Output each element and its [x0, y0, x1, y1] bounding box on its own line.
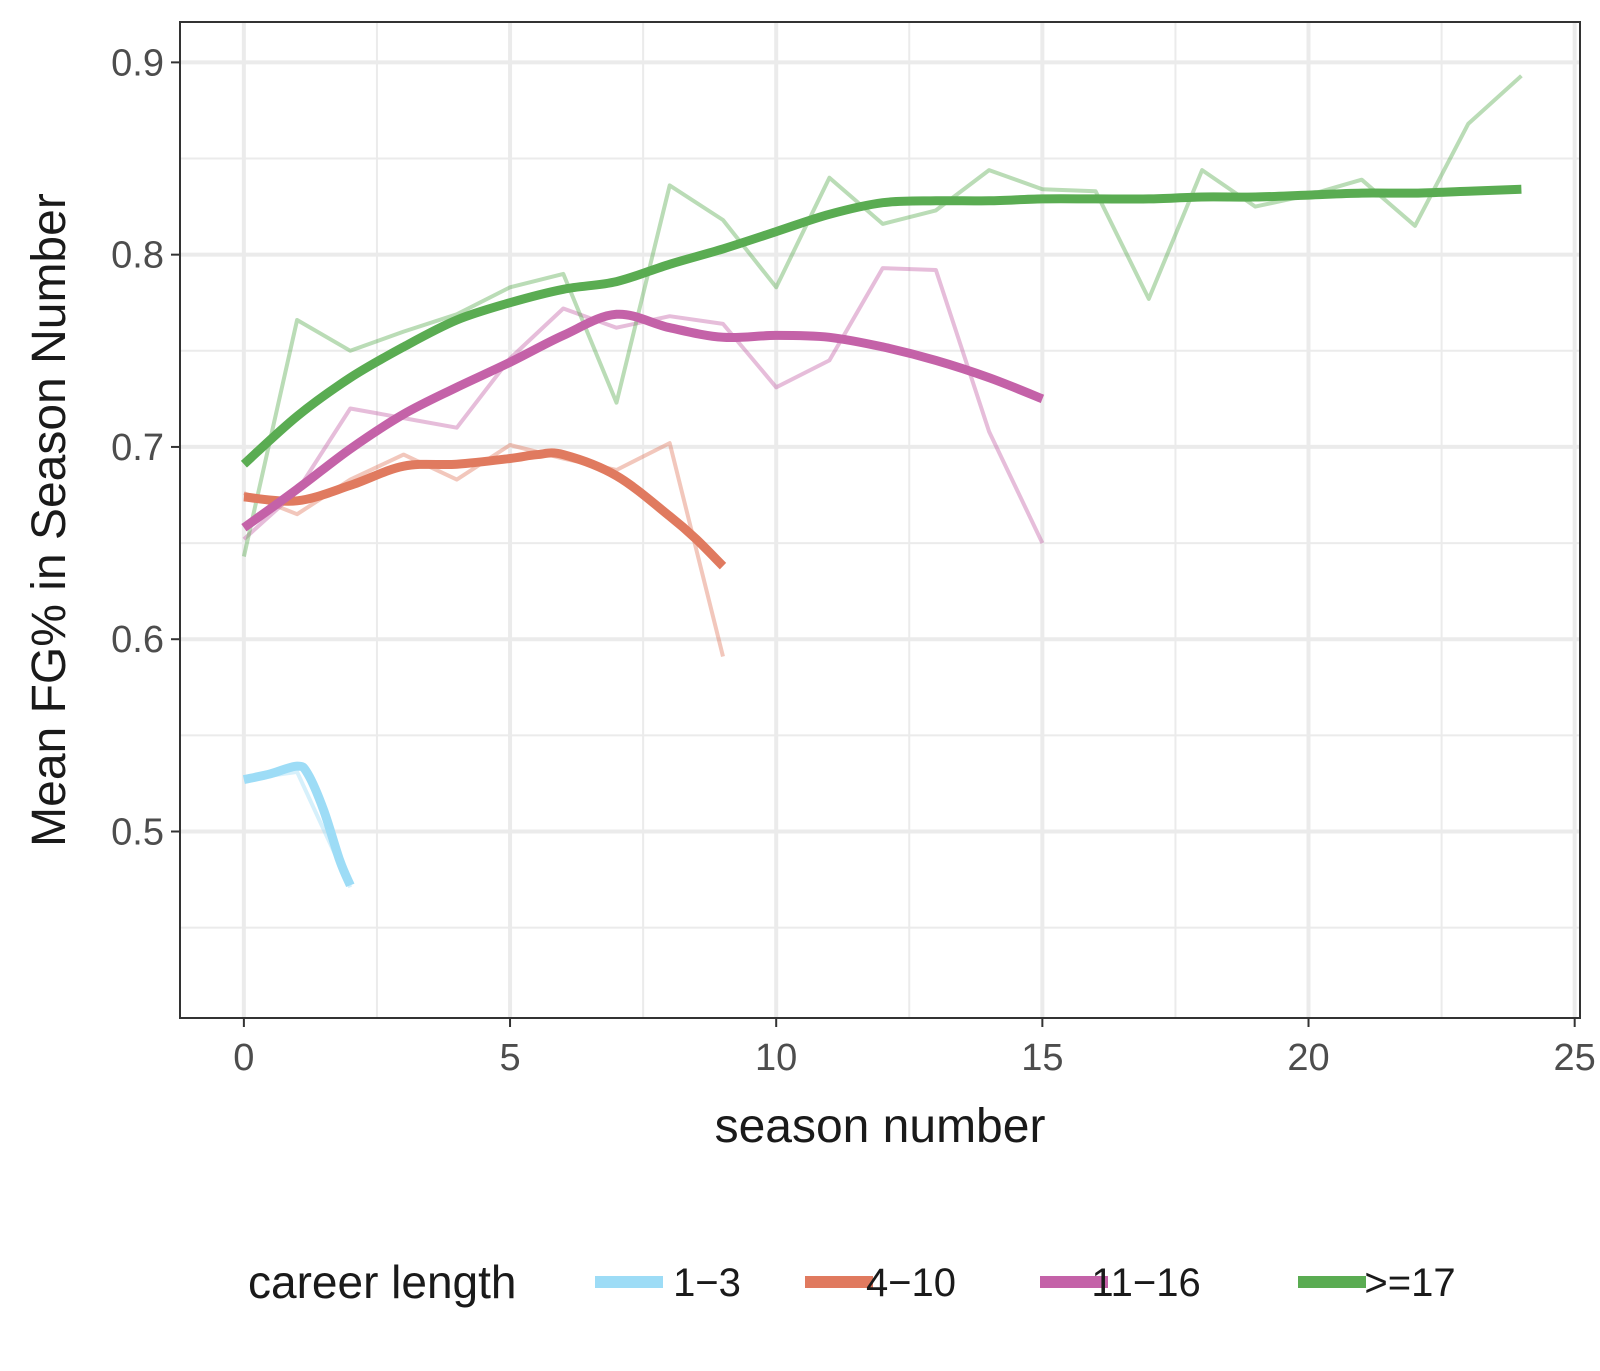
y-tick-label: 0.9: [111, 42, 164, 84]
legend-label-series-2: 4−10: [866, 1261, 956, 1305]
series-1-smooth-line: [242, 761, 355, 888]
x-tick-label: 20: [1287, 1037, 1329, 1079]
grid: [180, 22, 1580, 1018]
plot-border: [179, 21, 1581, 1019]
y-tick-label: 0.5: [111, 811, 164, 853]
x-axis-title: season number: [715, 1100, 1046, 1153]
y-tick-label: 0.6: [111, 619, 164, 661]
x-tick-label: 15: [1021, 1037, 1063, 1079]
legend-label-series-4: >=17: [1364, 1261, 1455, 1305]
y-tick-label: 0.8: [111, 235, 164, 277]
x-tick-label: 10: [755, 1037, 797, 1079]
series-4-smooth-line: [240, 184, 1522, 468]
legend-title: career length: [248, 1256, 517, 1308]
legend-label-series-1: 1−3: [673, 1261, 741, 1305]
ticks: 0 5 10 15 20 25 0.5 0.6 0.7 0.8 0.9: [111, 42, 1596, 1079]
x-tick-label: 25: [1554, 1037, 1596, 1079]
series-layer: [240, 74, 1523, 889]
x-tick-label: 0: [233, 1037, 254, 1079]
x-tick-label: 5: [499, 1037, 520, 1079]
y-axis-title: Mean FG% in Season Number: [23, 193, 76, 847]
plot-panel: [180, 22, 1580, 1018]
legend-label-series-3: 11−16: [1091, 1261, 1200, 1305]
y-tick-label: 0.7: [111, 427, 164, 469]
legend: career length 1−3 4−10 11−16 >=17: [248, 1256, 1456, 1308]
series-3-smooth-line: [241, 309, 1045, 532]
series-2-smooth-line: [243, 448, 727, 570]
